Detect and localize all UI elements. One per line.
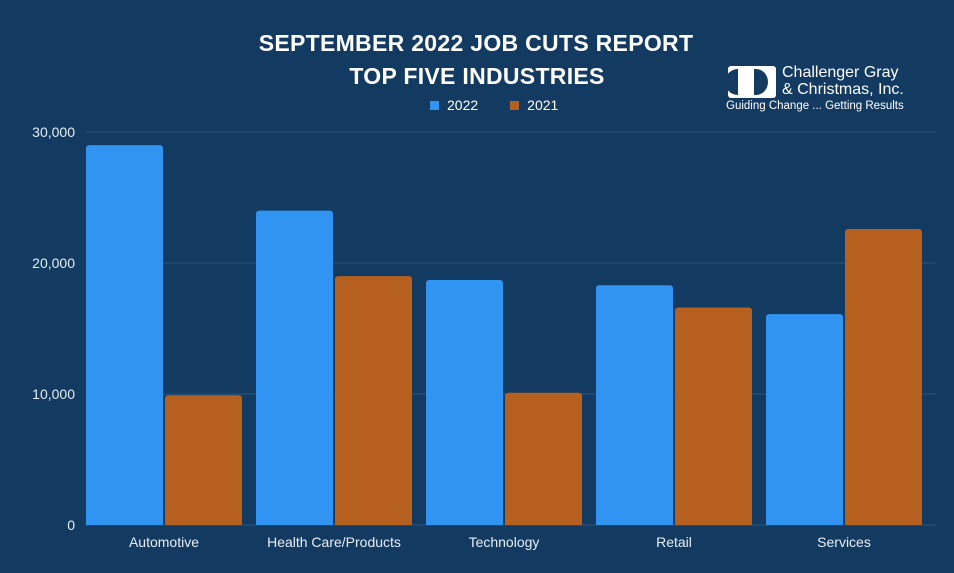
bar-2022-retail <box>596 285 673 525</box>
y-tick-label: 0 <box>67 517 75 533</box>
company-name: Challenger Gray & Christmas, Inc. <box>782 64 904 98</box>
legend-swatch-2022 <box>430 100 439 110</box>
y-tick-label: 10,000 <box>32 386 75 402</box>
bar-base <box>845 521 922 525</box>
y-tick-label: 20,000 <box>32 255 75 271</box>
bar-2021-technology <box>505 392 582 525</box>
bar-2021-retail <box>675 307 752 525</box>
chart-title: SEPTEMBER 2022 JOB CUTS REPORT <box>258 30 694 56</box>
bar-base <box>165 521 242 525</box>
bar-base <box>256 521 333 525</box>
bar-2022-services <box>766 314 843 525</box>
bar-base <box>766 521 843 525</box>
bar-base <box>426 521 503 525</box>
legend-swatch-2021 <box>510 100 520 110</box>
x-tick-label: Automotive <box>129 534 199 550</box>
bar-base <box>86 521 163 525</box>
bar-2021-health-care-products <box>335 276 412 525</box>
company-logo: Challenger Gray & Christmas, Inc. Guidin… <box>726 64 926 116</box>
bar-base <box>505 521 582 525</box>
x-tick-label: Technology <box>469 534 540 550</box>
bar-2022-health-care-products <box>256 210 333 525</box>
legend: 2022 2021 <box>430 96 582 114</box>
bar-2022-automotive <box>86 145 163 525</box>
bar-base <box>335 521 412 525</box>
legend-label-2021: 2021 <box>527 97 559 113</box>
bar-2021-services <box>845 228 922 525</box>
company-tagline: Guiding Change ... Getting Results <box>726 100 904 112</box>
bar-2022-technology <box>426 280 503 525</box>
x-tick-label: Services <box>817 534 871 550</box>
y-tick-label: 30,000 <box>32 124 75 140</box>
legend-item-2022: 2022 <box>430 97 478 113</box>
x-tick-label: Retail <box>656 534 692 550</box>
bar-2021-automotive <box>165 395 242 525</box>
challenger-logo-icon <box>728 66 776 98</box>
chart-subtitle: TOP FIVE INDUSTRIES <box>349 63 605 89</box>
legend-item-2021: 2021 <box>510 97 558 113</box>
x-tick-label: Health Care/Products <box>267 534 401 550</box>
bar-base <box>675 521 752 525</box>
bar-base <box>596 521 673 525</box>
legend-label-2022: 2022 <box>447 97 479 113</box>
